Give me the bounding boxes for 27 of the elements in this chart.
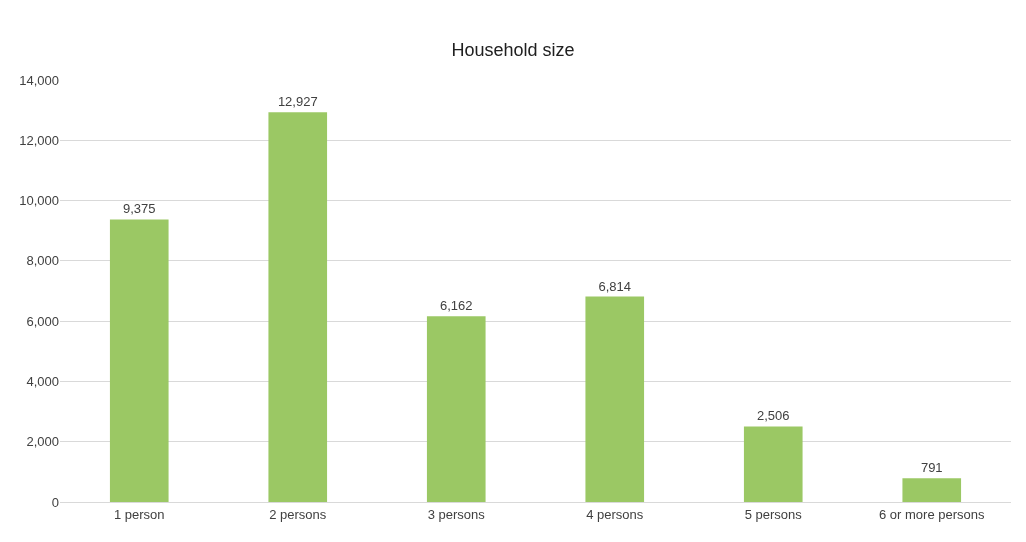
bar bbox=[902, 478, 962, 502]
data-label: 6,814 bbox=[598, 278, 632, 294]
y-tick-label: 14,000 bbox=[19, 72, 59, 88]
data-label: 12,927 bbox=[277, 94, 318, 110]
bar bbox=[426, 316, 486, 502]
data-label: 6,162 bbox=[439, 298, 473, 314]
y-tick-label: 0 bbox=[51, 494, 59, 510]
data-label: 2,506 bbox=[756, 408, 790, 424]
bar bbox=[743, 426, 803, 502]
bar bbox=[109, 219, 169, 502]
data-label: 9,375 bbox=[122, 201, 156, 217]
y-tick-label: 6,000 bbox=[26, 313, 59, 329]
data-label: 791 bbox=[920, 460, 943, 476]
bar bbox=[268, 112, 328, 502]
x-tick-label: 6 or more persons bbox=[879, 506, 985, 522]
y-tick-label: 8,000 bbox=[26, 253, 59, 269]
x-tick-label: 5 persons bbox=[744, 506, 803, 522]
y-tick-label: 2,000 bbox=[26, 434, 59, 450]
y-tick-label: 4,000 bbox=[26, 373, 59, 389]
x-tick-label: 4 persons bbox=[586, 506, 644, 522]
bar bbox=[585, 296, 645, 502]
y-tick-label: 10,000 bbox=[19, 193, 59, 209]
x-tick-label: 2 persons bbox=[269, 506, 327, 522]
x-tick-label: 1 person bbox=[113, 506, 165, 522]
x-tick-label: 3 persons bbox=[427, 506, 486, 522]
y-tick-label: 12,000 bbox=[19, 132, 59, 148]
chart-title: Household size bbox=[451, 39, 575, 60]
